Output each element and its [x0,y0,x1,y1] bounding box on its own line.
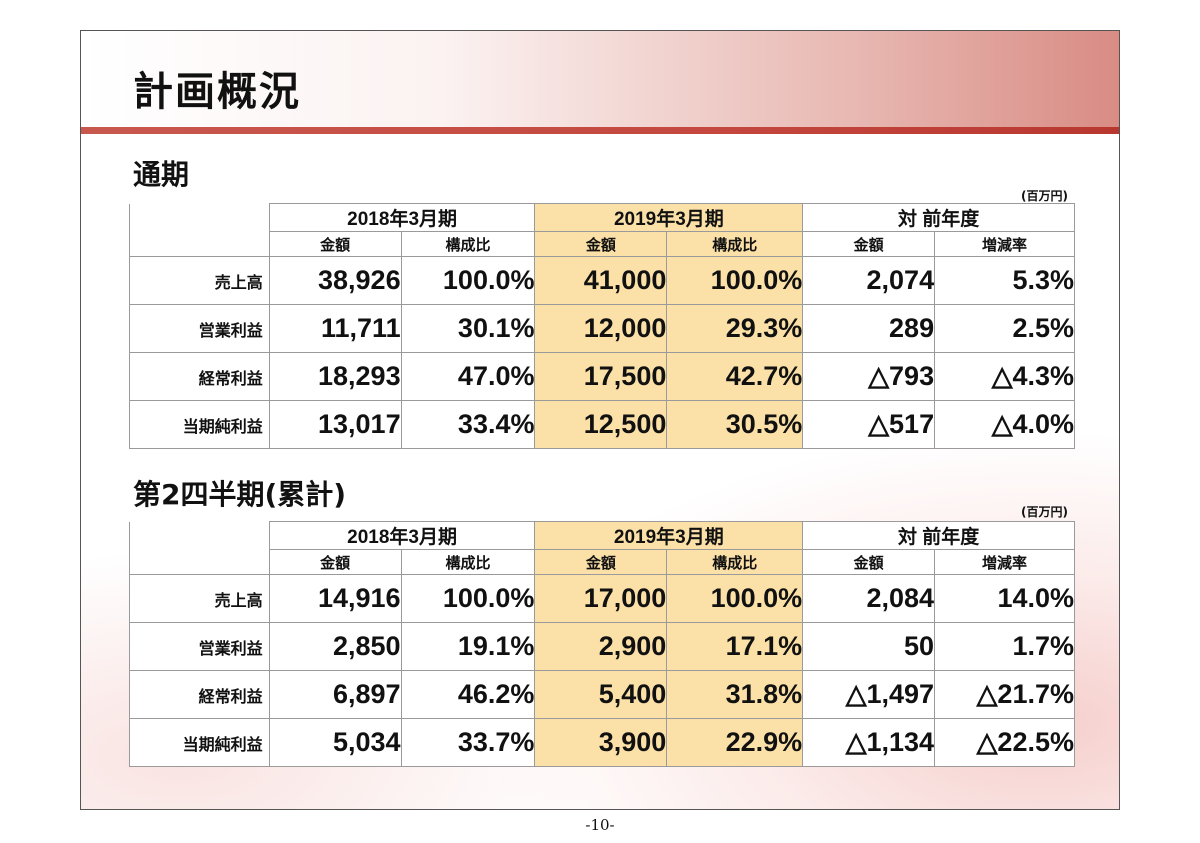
table-row: 売上高 38,926 100.0% 41,000 100.0% 2,074 5.… [129,256,1075,305]
cell: 42.7% [666,352,804,401]
cell: 5,400 [534,670,668,719]
cell: △22.5% [934,718,1075,767]
subheader: 増減率 [934,231,1075,257]
header-period: 2018年3月期 [268,521,536,550]
row-label: 経常利益 [129,670,270,719]
cell: 11,711 [268,304,402,353]
row-label: 経常利益 [129,352,270,401]
cell: △1,134 [802,718,936,767]
cell: 2,900 [534,622,668,671]
subheader: 金額 [268,549,402,575]
table-row: 経常利益 6,897 46.2% 5,400 31.8% △1,497 △21.… [129,670,1075,719]
cell: 1.7% [934,622,1075,671]
cell: 100.0% [400,256,536,305]
page-number: -10- [585,816,615,834]
cell: △793 [802,352,936,401]
table-row: 当期純利益 5,034 33.7% 3,900 22.9% △1,134 △22… [129,718,1075,767]
cell: 12,500 [534,400,668,449]
cell: 50 [802,622,936,671]
section-title-annual: 通期 [133,158,190,191]
cell: 12,000 [534,304,668,353]
table-header-sub: 金額 構成比 金額 構成比 金額 増減率 [130,231,1075,257]
table-header-sub: 金額 構成比 金額 構成比 金額 増減率 [130,549,1075,575]
cell: △21.7% [934,670,1075,719]
subheader: 構成比 [400,549,536,575]
cell: 5.3% [934,256,1075,305]
cell: 100.0% [666,574,804,623]
unit-label-q2: (百万円) [1021,505,1068,519]
cell: 22.9% [666,718,804,767]
table-row: 営業利益 2,850 19.1% 2,900 17.1% 50 1.7% [129,622,1075,671]
subheader: 金額 [802,549,936,575]
cell: △4.0% [934,400,1075,449]
cell: 17,500 [534,352,668,401]
subheader: 金額 [802,231,936,257]
cell: 17.1% [666,622,804,671]
subheader: 増減率 [934,549,1075,575]
subheader: 金額 [534,549,668,575]
cell: 2,074 [802,256,936,305]
cell: 2.5% [934,304,1075,353]
row-label: 当期純利益 [129,400,270,449]
title-band [81,31,1119,127]
cell: △4.3% [934,352,1075,401]
header-period: 2019年3月期 [534,521,804,550]
cell: 38,926 [268,256,402,305]
section-title-q2: 第2四半期(累計) [133,478,347,511]
subheader: 金額 [268,231,402,257]
table-row: 営業利益 11,711 30.1% 12,000 29.3% 289 2.5% [129,304,1075,353]
cell: 33.4% [400,400,536,449]
page-title: 計画概況 [133,69,301,115]
cell: 3,900 [534,718,668,767]
cell: 18,293 [268,352,402,401]
header-corner [129,521,270,575]
subheader: 構成比 [666,549,804,575]
subheader: 金額 [534,231,668,257]
title-underline [81,127,1119,134]
table-row: 当期純利益 13,017 33.4% 12,500 30.5% △517 △4.… [129,400,1075,449]
cell: 17,000 [534,574,668,623]
subheader: 構成比 [666,231,804,257]
header-period: 2018年3月期 [268,203,536,232]
cell: 30.5% [666,400,804,449]
table-row: 経常利益 18,293 47.0% 17,500 42.7% △793 △4.3… [129,352,1075,401]
q2-cumulative-table: 2018年3月期 2019年3月期 対 前年度 金額 構成比 金額 構成比 金額… [129,521,1075,767]
cell: 47.0% [400,352,536,401]
cell: 30.1% [400,304,536,353]
cell: 19.1% [400,622,536,671]
cell: 100.0% [666,256,804,305]
cell: 289 [802,304,936,353]
cell: △517 [802,400,936,449]
unit-label-annual: (百万円) [1021,189,1068,203]
row-label: 営業利益 [129,622,270,671]
cell: 46.2% [400,670,536,719]
table-header-periods: 2018年3月期 2019年3月期 対 前年度 [129,203,1075,257]
cell: 13,017 [268,400,402,449]
cell: 29.3% [666,304,804,353]
subheader: 構成比 [400,231,536,257]
cell: 41,000 [534,256,668,305]
cell: △1,497 [802,670,936,719]
row-label: 売上高 [129,256,270,305]
cell: 6,897 [268,670,402,719]
row-label: 営業利益 [129,304,270,353]
header-period: 2019年3月期 [534,203,804,232]
row-label: 当期純利益 [129,718,270,767]
cell: 2,850 [268,622,402,671]
header-period: 対 前年度 [802,521,1075,550]
table-row: 売上高 14,916 100.0% 17,000 100.0% 2,084 14… [129,574,1075,623]
cell: 5,034 [268,718,402,767]
annual-table: 2018年3月期 2019年3月期 対 前年度 金額 構成比 金額 構成比 金額… [129,203,1075,449]
cell: 14,916 [268,574,402,623]
table-header-periods: 2018年3月期 2019年3月期 対 前年度 [129,521,1075,575]
cell: 14.0% [934,574,1075,623]
cell: 100.0% [400,574,536,623]
row-label: 売上高 [129,574,270,623]
header-period: 対 前年度 [802,203,1075,232]
cell: 2,084 [802,574,936,623]
cell: 33.7% [400,718,536,767]
header-corner [129,203,270,257]
slide: 計画概況 通期 (百万円) 2018年3月期 2019年3月期 対 前年度 金額… [80,30,1120,810]
cell: 31.8% [666,670,804,719]
